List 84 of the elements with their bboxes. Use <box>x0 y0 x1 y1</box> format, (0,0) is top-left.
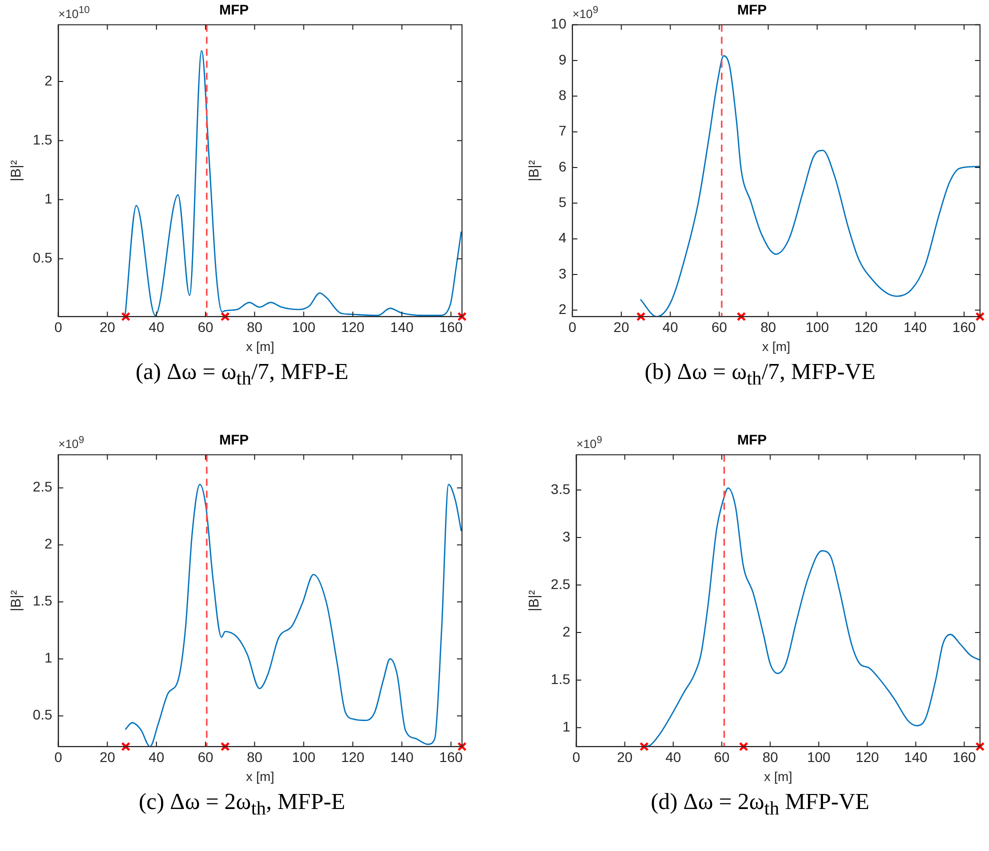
line-series <box>643 487 980 747</box>
x-tick-label: 120 <box>856 748 880 765</box>
text: (b) Δω = ω$_{th}$/7, MFP-VE <box>644 359 876 391</box>
y-tick-label: 5 <box>558 194 567 210</box>
x-tick-label: 100 <box>292 318 316 335</box>
chart-title: MFP <box>737 431 767 448</box>
y-tick-label: 2 <box>558 301 567 318</box>
x-tick-label: 100 <box>807 748 831 765</box>
y-tick-label: 3.5 <box>550 480 570 497</box>
x-axis-title: x [m] <box>762 338 790 354</box>
y-tick-label: 2 <box>44 72 52 88</box>
x-tick-label: 80 <box>246 748 263 765</box>
y-tick-label: 3 <box>558 265 567 282</box>
y-tick-label: 7 <box>558 122 567 139</box>
x-tick-label: 20 <box>616 748 633 765</box>
y-tick-label: 1.5 <box>32 131 52 148</box>
x-tick-label: 40 <box>665 748 682 765</box>
x-axis-title: x [m] <box>246 768 274 784</box>
y-tick-label: 0.5 <box>32 706 52 723</box>
chart-title: MFP <box>219 1 249 18</box>
text: ×10$^{9}$ <box>576 434 602 451</box>
x-tick-label: 60 <box>711 318 728 335</box>
x-tick-label: 160 <box>439 748 463 765</box>
x-tick-label: 20 <box>100 318 116 335</box>
x-tick-label: 0 <box>54 748 62 765</box>
text: (d) Δω = 2ω$_{th}$ MFP-VE <box>650 789 870 821</box>
x-tick-label: 140 <box>390 318 414 335</box>
text: (a) Δω = ω$_{th}$/7, MFP-E <box>134 359 350 391</box>
x-tick-label: 160 <box>439 318 463 335</box>
x-tick-label: 160 <box>952 318 976 335</box>
x-tick-label: 140 <box>390 748 414 765</box>
x-tick-label: 120 <box>341 748 365 765</box>
chart-title: MFP <box>737 1 767 18</box>
y-tick-label: 2 <box>562 623 570 640</box>
x-tick-label: 120 <box>854 318 878 335</box>
y-axis-title: |B|² <box>525 160 542 182</box>
x-tick-label: 20 <box>614 318 630 335</box>
x-tick-label: 80 <box>762 748 778 765</box>
y-tick-label: 0.5 <box>32 250 52 266</box>
x-tick-label: 100 <box>292 748 316 765</box>
y-tick-label: 1 <box>562 718 570 734</box>
text: ×10$^{9}$ <box>572 4 598 21</box>
y-axis-title: |B|² <box>7 590 24 612</box>
y-axis-title: |B|² <box>7 160 24 182</box>
x-axis-title: x [m] <box>246 338 274 354</box>
x-tick-label: 60 <box>714 748 730 765</box>
y-tick-label: 3 <box>562 528 570 544</box>
x-tick-label: 120 <box>341 318 365 335</box>
y-tick-label: 1.5 <box>32 592 52 609</box>
y-tick-label: 1 <box>44 190 52 207</box>
y-tick-label: 4 <box>558 230 567 246</box>
y-tick-label: 2 <box>44 536 52 552</box>
x-tick-label: 40 <box>662 318 678 335</box>
x-tick-label: 0 <box>54 318 62 335</box>
line-series <box>124 484 462 747</box>
y-tick-label: 2.5 <box>550 576 570 592</box>
y-tick-label: 10 <box>550 16 567 32</box>
x-tick-label: 80 <box>246 318 263 335</box>
y-axis-title: |B|² <box>525 590 542 612</box>
x-axis-title: x [m] <box>764 768 792 784</box>
y-tick-label: 1 <box>44 650 52 666</box>
text: (c) Δω = 2ω$_{th}$, MFP-E <box>138 789 346 821</box>
x-tick-label: 140 <box>904 748 928 765</box>
y-tick-label: 9 <box>558 51 567 68</box>
x-tick-label: 40 <box>148 748 164 765</box>
x-tick-label: 140 <box>903 318 928 335</box>
x-tick-label: 80 <box>760 318 776 335</box>
x-tick-label: 0 <box>568 318 576 335</box>
x-tick-label: 160 <box>952 748 976 765</box>
x-tick-label: 60 <box>198 748 214 765</box>
x-tick-label: 20 <box>100 748 116 765</box>
x-tick-label: 60 <box>198 318 214 335</box>
text: ×10$^{9}$ <box>58 434 84 451</box>
text: ×10$^{10}$ <box>58 4 90 21</box>
x-tick-label: 100 <box>806 318 830 335</box>
y-tick-label: 2.5 <box>32 478 52 495</box>
y-tick-label: 6 <box>558 158 567 174</box>
line-series <box>640 55 980 317</box>
x-tick-label: 40 <box>148 318 164 335</box>
chart-title: MFP <box>219 431 249 448</box>
x-tick-label: 0 <box>572 748 580 765</box>
y-tick-label: 8 <box>558 87 567 104</box>
y-tick-label: 1.5 <box>550 670 570 687</box>
line-series <box>124 50 462 316</box>
